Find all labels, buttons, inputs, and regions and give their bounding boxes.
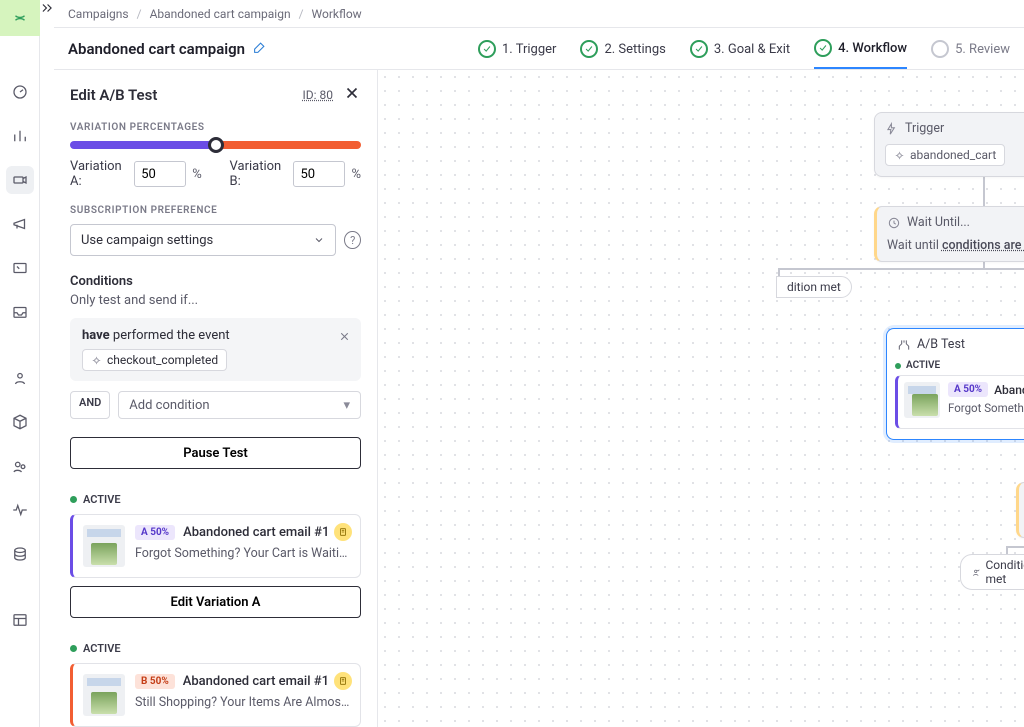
add-condition-select[interactable]: Add condition▾ xyxy=(118,391,361,419)
variation-b-subject: Still Shopping? Your Items Are Almost Yo… xyxy=(135,695,350,710)
draft-icon xyxy=(334,523,352,541)
trigger-icon xyxy=(885,122,899,136)
wait-node-2[interactable]: Wait Until...0 Wait until conditions are… xyxy=(1016,482,1024,538)
workflow-steps: 1. Trigger 2. Settings 3. Goal & Exit 4.… xyxy=(478,39,1010,58)
ab-variant-a-card[interactable]: A 50%Abandoned cart …Forgot Something? Y… xyxy=(895,375,1024,429)
ab-test-node[interactable]: A/B Test Only test and send if customer … xyxy=(886,328,1024,440)
ab-title: A/B Test xyxy=(917,337,965,352)
chip-condition-met-2: Condition met xyxy=(960,554,1024,590)
email-thumbnail xyxy=(904,382,940,418)
nav-layout-icon[interactable] xyxy=(6,606,34,634)
subscription-value: Use campaign settings xyxy=(81,233,213,248)
nav-analytics-icon[interactable] xyxy=(6,122,34,150)
edit-panel: Edit A/B Test ID: 80 VARIATION PERCENTAG… xyxy=(54,70,378,727)
close-panel-icon[interactable] xyxy=(343,84,361,106)
variation-slider[interactable] xyxy=(70,141,361,149)
crumb-sep: / xyxy=(299,7,304,21)
collapse-rail-icon[interactable] xyxy=(40,0,54,727)
add-condition-row: AND Add condition▾ xyxy=(70,391,361,419)
workflow-canvas[interactable]: Trigger abandoned_cart Wait Until...0 Wa… xyxy=(378,70,1024,727)
trigger-label: Trigger xyxy=(905,121,944,136)
variation-a-badge: A 50% xyxy=(135,525,175,540)
chip-condition-met-1: dition met xyxy=(776,276,852,298)
condition-event-token[interactable]: checkout_completed xyxy=(82,349,227,371)
nav-broadcast-icon[interactable] xyxy=(6,210,34,238)
wait-node-1[interactable]: Wait Until...0 Wait until conditions are… xyxy=(874,206,1024,262)
main-column: Campaigns / Abandoned cart campaign / Wo… xyxy=(54,0,1024,727)
step-workflow[interactable]: 4. Workflow xyxy=(814,39,907,69)
nav-segments-icon[interactable] xyxy=(6,452,34,480)
nav-activity-icon[interactable] xyxy=(6,496,34,524)
variation-b-badge: B 50% xyxy=(135,674,175,689)
variation-b-name: Abandoned cart email #1 xyxy=(183,674,329,689)
page-title-text: Abandoned cart campaign xyxy=(68,40,245,58)
step-trigger[interactable]: 1. Trigger xyxy=(478,39,556,69)
subscription-select[interactable]: Use campaign settings xyxy=(70,224,336,256)
nav-dashboard-icon[interactable] xyxy=(6,78,34,106)
var-b-label: Variation B: xyxy=(230,159,288,189)
draft-icon xyxy=(334,672,352,690)
condition-text: have performed the event xyxy=(82,328,349,343)
app-root: Campaigns / Abandoned cart campaign / Wo… xyxy=(0,0,1024,727)
variation-a-block: ACTIVE A 50% Abandoned cart email #1 Forg… xyxy=(70,493,361,618)
nav-inbox-icon[interactable] xyxy=(6,298,34,326)
variation-a-card[interactable]: A 50% Abandoned cart email #1 Forgot Some… xyxy=(70,514,361,578)
wait1-title: Wait Until... xyxy=(907,215,970,230)
brand-logo[interactable] xyxy=(0,0,40,36)
body: Edit A/B Test ID: 80 VARIATION PERCENTAG… xyxy=(54,70,1024,727)
panel-heading: Edit A/B Test ID: 80 xyxy=(70,84,361,106)
var-a-label: Variation A: xyxy=(70,159,128,189)
variation-b-block: ACTIVE B 50% Abandoned cart email #1 Stil… xyxy=(70,642,361,727)
page-title: Abandoned cart campaign xyxy=(68,40,266,58)
help-icon[interactable]: ? xyxy=(344,231,361,249)
variation-inputs: Variation A: % Variation B: % xyxy=(70,159,361,189)
variation-a-subject: Forgot Something? Your Cart is Waiting! … xyxy=(135,546,350,561)
var-a-input[interactable] xyxy=(134,161,186,187)
crumb-sep: / xyxy=(137,7,142,21)
section-variation-label: VARIATION PERCENTAGES xyxy=(70,122,361,133)
nav-box-icon[interactable] xyxy=(6,408,34,436)
step-review[interactable]: 5. Review xyxy=(931,39,1010,69)
nav-data-icon[interactable] xyxy=(6,540,34,568)
variation-b-card[interactable]: B 50% Abandoned cart email #1 Still Shopp… xyxy=(70,663,361,727)
crumb-workflow: Workflow xyxy=(312,7,362,21)
conditions-heading: Conditions xyxy=(70,274,361,289)
edit-title-icon[interactable] xyxy=(253,40,266,58)
var-b-input[interactable] xyxy=(293,161,345,187)
remove-condition-icon[interactable] xyxy=(338,328,351,347)
trigger-event-token: abandoned_cart xyxy=(885,144,1005,166)
nav-people-icon[interactable] xyxy=(6,364,34,392)
and-pill: AND xyxy=(70,391,110,419)
ab-col-a: ACTIVE A 50%Abandoned cart …Forgot Somet… xyxy=(895,360,1024,429)
page-header: Abandoned cart campaign 1. Trigger 2. Se… xyxy=(54,28,1024,70)
step-settings[interactable]: 2. Settings xyxy=(580,39,665,69)
variation-a-name: Abandoned cart email #1 xyxy=(183,525,329,540)
pause-test-button[interactable]: Pause Test xyxy=(70,437,361,469)
section-subscription-label: SUBSCRIPTION PREFERENCE xyxy=(70,205,361,216)
crumb-campaign[interactable]: Abandoned cart campaign xyxy=(150,7,291,21)
email-thumbnail xyxy=(83,525,125,567)
check-person-icon xyxy=(971,566,980,579)
status-badge: ACTIVE xyxy=(83,493,121,506)
slider-handle[interactable] xyxy=(208,137,224,153)
status-badge: ACTIVE xyxy=(83,642,121,655)
email-thumbnail xyxy=(83,674,125,716)
nav-campaigns-icon[interactable] xyxy=(6,166,34,194)
trigger-node[interactable]: Trigger abandoned_cart xyxy=(874,112,1024,177)
condition-card: have performed the event checkout_comple… xyxy=(70,318,361,381)
edit-variation-a-button[interactable]: Edit Variation A xyxy=(70,586,361,618)
split-icon xyxy=(897,338,911,352)
chevron-down-icon xyxy=(313,234,325,246)
left-rail xyxy=(0,0,40,727)
nav-templates-icon[interactable] xyxy=(6,254,34,282)
conditions-sub: Only test and send if... xyxy=(70,293,361,308)
clock-icon xyxy=(887,216,901,230)
crumb-campaigns[interactable]: Campaigns xyxy=(68,7,129,21)
panel-id[interactable]: ID: 80 xyxy=(302,88,333,102)
panel-heading-text: Edit A/B Test xyxy=(70,86,157,104)
step-goal[interactable]: 3. Goal & Exit xyxy=(690,39,790,69)
breadcrumb: Campaigns / Abandoned cart campaign / Wo… xyxy=(54,0,1024,28)
